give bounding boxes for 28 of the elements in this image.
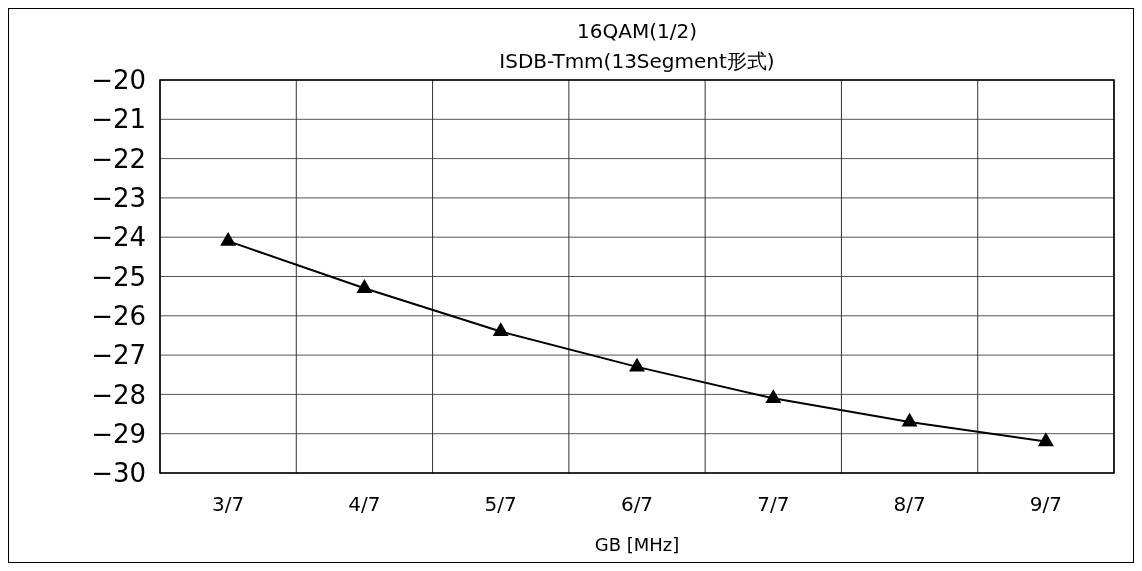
point xyxy=(1037,432,1054,447)
y-tick-label: −25 xyxy=(91,261,146,292)
x-tick-label: 7/7 xyxy=(757,492,790,516)
y-tick-label: −23 xyxy=(91,183,146,213)
point xyxy=(492,322,509,337)
x-axis-title: GB [MHz] xyxy=(594,534,680,555)
y-tick-label: −30 xyxy=(91,458,146,489)
point xyxy=(901,412,918,427)
y-tick-label: −20 xyxy=(91,65,146,96)
point xyxy=(356,279,373,293)
y-tick-label: −26 xyxy=(91,300,146,331)
x-tick-label: 9/7 xyxy=(1029,492,1062,516)
x-tick-label: 6/7 xyxy=(620,492,654,516)
y-tick-label: −24 xyxy=(91,222,146,253)
y-tick-label: −27 xyxy=(91,340,146,371)
x-tick-label: 4/7 xyxy=(348,492,381,516)
x-tick-label: 3/7 xyxy=(212,492,245,516)
chart-title: 16QAM(1/2) xyxy=(577,19,697,43)
point xyxy=(220,231,237,246)
x-tick-label: 5/7 xyxy=(484,492,517,516)
chart-subtitle: ISDB-Tmm(13Segment形式) xyxy=(499,49,775,73)
x-tick-label: 8/7 xyxy=(893,492,926,516)
y-tick-label: −21 xyxy=(91,104,146,135)
point xyxy=(765,389,782,403)
y-tick-label: −28 xyxy=(91,379,146,410)
y-tick-label: −22 xyxy=(91,143,146,174)
point xyxy=(629,357,645,372)
y-tick-label: −29 xyxy=(91,418,146,449)
